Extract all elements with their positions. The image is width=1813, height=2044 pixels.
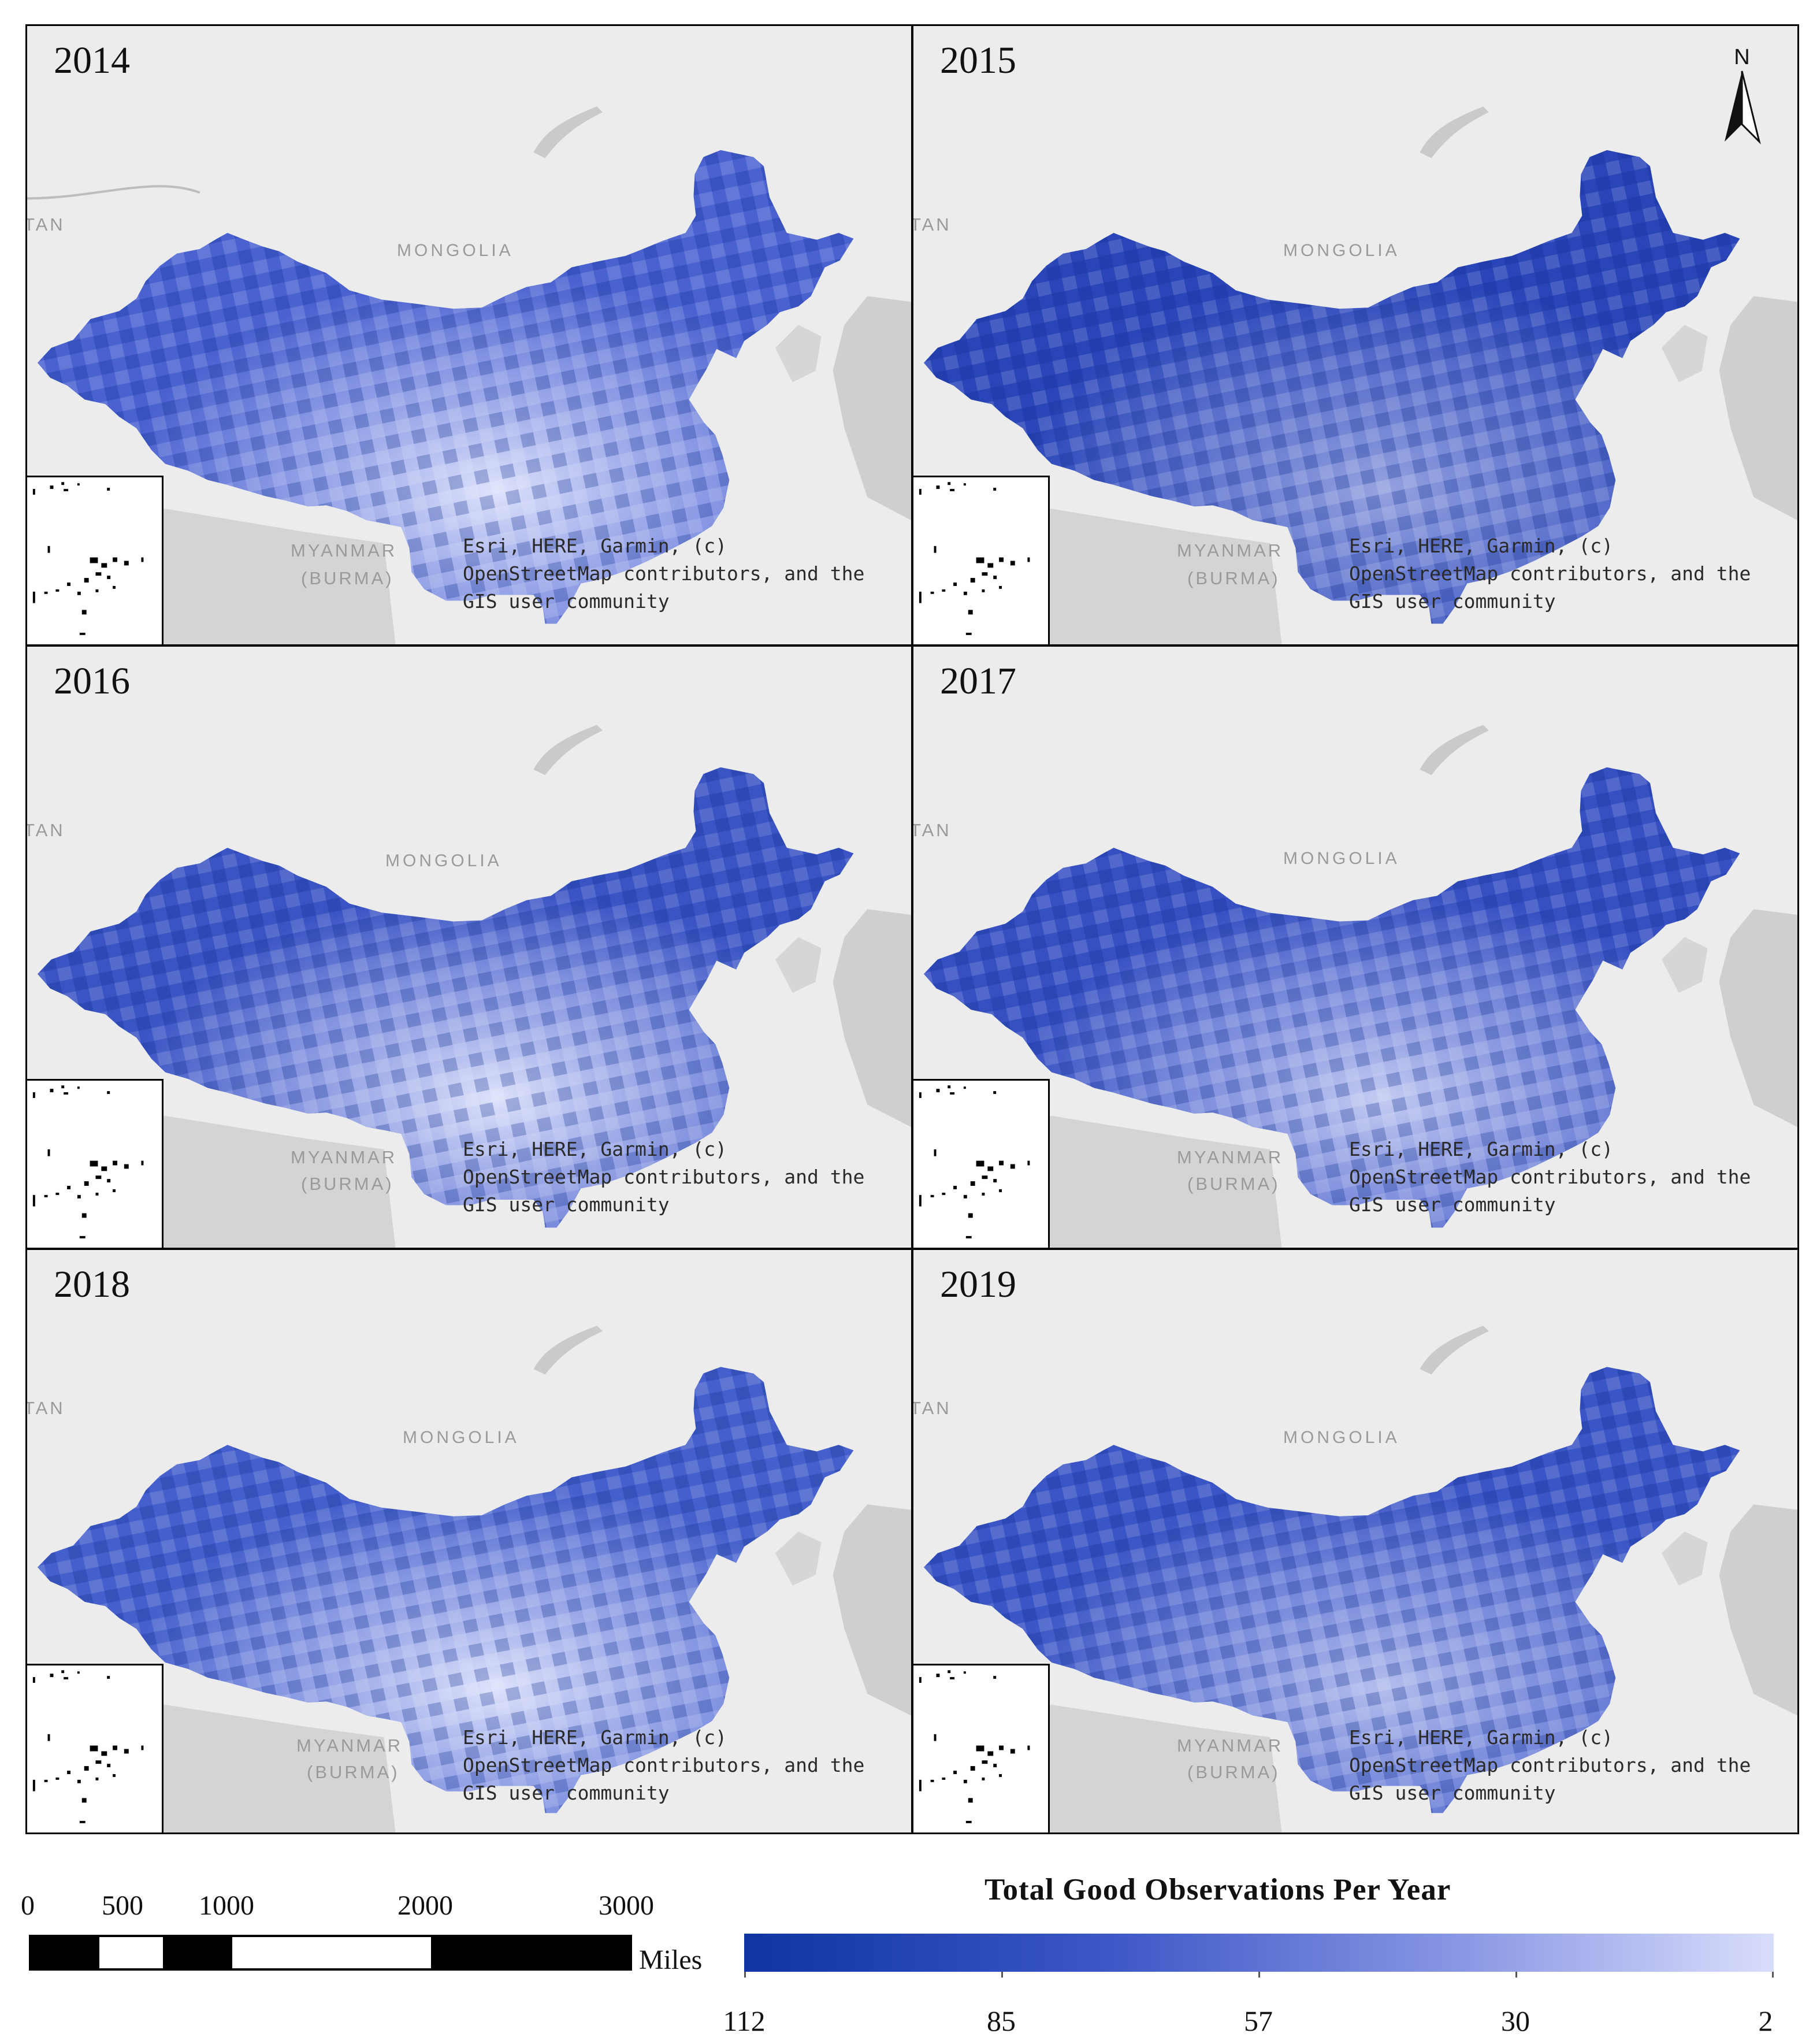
- label-burma: (BURMA): [301, 1174, 394, 1194]
- legend-value-85: 85: [987, 2005, 1016, 2037]
- label-edge: TAN: [25, 214, 65, 235]
- label-mongolia: MONGOLIA: [403, 1428, 519, 1447]
- legend-tick: [1258, 1972, 1260, 1978]
- panel-year: 2015: [940, 39, 1016, 81]
- legend-value-112: 112: [723, 2005, 766, 2037]
- south-china-sea-inset: [27, 1664, 164, 1832]
- panel-year: 2016: [54, 660, 130, 702]
- south-china-sea-inset: [913, 476, 1050, 644]
- map-panel-2018: 2018 MONGOLIA MYANMAR (BURMA) TAN Esri, …: [25, 1248, 913, 1834]
- panel-year: 2014: [54, 39, 130, 81]
- label-myanmar: MYANMAR: [291, 1147, 397, 1167]
- svg-text:N: N: [1734, 45, 1749, 69]
- label-mongolia: MONGOLIA: [1283, 1428, 1400, 1447]
- scale-tick-0: 0: [21, 1890, 35, 1921]
- label-edge: TAN: [25, 820, 65, 840]
- south-china-sea-inset: [27, 476, 164, 644]
- north-arrow-icon: N: [1725, 45, 1761, 144]
- map-panel-2016: 2016 MONGOLIA MYANMAR (BURMA) TAN Esri, …: [25, 645, 913, 1249]
- scale-tick-3000: 3000: [599, 1890, 654, 1921]
- map-panel-2019: 2019 MONGOLIA MYANMAR (BURMA) TAN Esri, …: [912, 1248, 1799, 1834]
- legend-value-30: 30: [1501, 2005, 1530, 2037]
- south-china-sea-inset: [913, 1664, 1050, 1832]
- legend-tick: [744, 1972, 746, 1978]
- legend-tick: [1001, 1972, 1003, 1978]
- label-mongolia: MONGOLIA: [385, 851, 502, 870]
- label-edge: TAN: [912, 214, 952, 235]
- scale-tick-500: 500: [102, 1890, 143, 1921]
- legend-tick: [1772, 1972, 1774, 1978]
- label-edge: TAN: [912, 820, 952, 840]
- label-myanmar: MYANMAR: [1177, 1147, 1284, 1167]
- scale-tick-1000: 1000: [199, 1890, 254, 1921]
- label-mongolia: MONGOLIA: [397, 241, 514, 260]
- panel-year: 2017: [940, 660, 1016, 702]
- label-myanmar: MYANMAR: [1177, 1735, 1284, 1756]
- map-panel-2015: 2015 MONGOLIA MYANMAR (BURMA) TAN N Esri…: [912, 24, 1799, 646]
- label-edge: TAN: [912, 1398, 952, 1418]
- map-attribution: Esri, HERE, Garmin, (c) OpenStreetMap co…: [1349, 1138, 1751, 1216]
- label-mongolia: MONGOLIA: [1283, 849, 1400, 868]
- label-burma: (BURMA): [1187, 1762, 1280, 1782]
- label-burma: (BURMA): [1187, 1174, 1280, 1194]
- map-panel-2014: 2014 MONGOLIA MYANMAR (BURMA) TAN Esri, …: [25, 24, 913, 646]
- legend-tick: [1515, 1972, 1517, 1978]
- label-myanmar: MYANMAR: [291, 540, 397, 561]
- map-attribution: Esri, HERE, Garmin, (c) OpenStreetMap co…: [1349, 535, 1751, 613]
- legend-title: Total Good Observations Per Year: [984, 1873, 1451, 1906]
- label-mongolia: MONGOLIA: [1283, 241, 1400, 260]
- map-attribution: Esri, HERE, Garmin, (c) OpenStreetMap co…: [463, 1138, 865, 1216]
- label-myanmar: MYANMAR: [1177, 540, 1284, 561]
- panel-year: 2018: [54, 1263, 130, 1305]
- legend-colorbar: [744, 1934, 1774, 1972]
- legend-value-57: 57: [1244, 2005, 1273, 2037]
- label-myanmar: MYANMAR: [296, 1735, 403, 1756]
- scale-bar: [29, 1935, 632, 1971]
- label-edge: TAN: [25, 1398, 65, 1418]
- map-attribution: Esri, HERE, Garmin, (c) OpenStreetMap co…: [1349, 1726, 1751, 1804]
- panel-year: 2019: [940, 1263, 1016, 1305]
- south-china-sea-inset: [27, 1079, 164, 1248]
- scale-unit: Miles: [639, 1945, 703, 1975]
- map-panel-2017: 2017 MONGOLIA MYANMAR (BURMA) TAN Esri, …: [912, 645, 1799, 1249]
- map-attribution: Esri, HERE, Garmin, (c) OpenStreetMap co…: [463, 1726, 865, 1804]
- label-burma: (BURMA): [307, 1762, 400, 1782]
- scale-tick-2000: 2000: [397, 1890, 453, 1921]
- south-china-sea-inset: [913, 1079, 1050, 1248]
- map-attribution: Esri, HERE, Garmin, (c) OpenStreetMap co…: [463, 535, 865, 613]
- legend-value-2: 2: [1758, 2005, 1773, 2037]
- label-burma: (BURMA): [1187, 568, 1280, 588]
- label-burma: (BURMA): [301, 568, 394, 588]
